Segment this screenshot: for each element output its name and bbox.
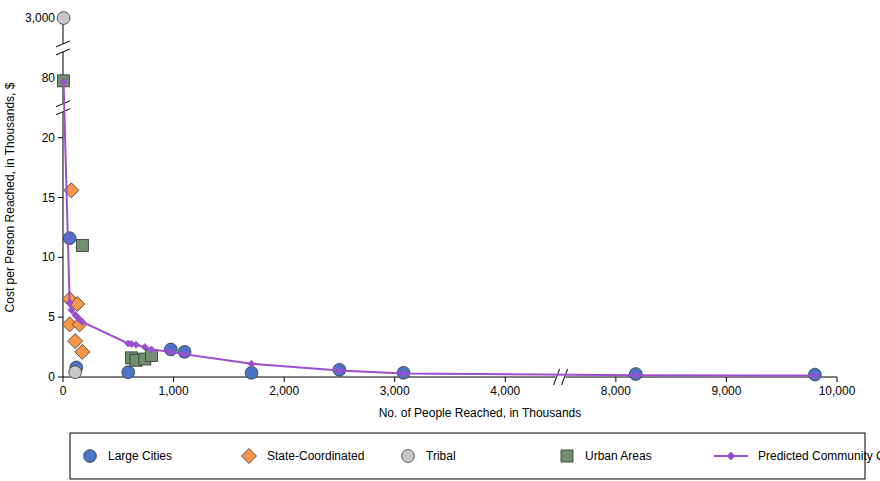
series-4 bbox=[60, 78, 818, 379]
point bbox=[58, 75, 70, 87]
axis-break-gap bbox=[57, 104, 69, 112]
x-tick bbox=[63, 377, 64, 382]
y-tick bbox=[58, 377, 63, 378]
axis-break bbox=[554, 369, 568, 385]
y-tick-label: 15 bbox=[42, 191, 56, 205]
point bbox=[63, 232, 76, 245]
point bbox=[245, 366, 258, 379]
x-tick-label: 3,000 bbox=[380, 384, 410, 398]
line-marker bbox=[400, 370, 407, 377]
x-tick bbox=[394, 377, 395, 382]
legend-label: Large Cities bbox=[108, 449, 172, 463]
y-tick bbox=[58, 257, 63, 258]
x-tick bbox=[505, 377, 506, 382]
legend-label: State-Coordinated bbox=[267, 449, 364, 463]
line-marker bbox=[336, 367, 343, 374]
y-tick bbox=[58, 137, 63, 138]
y-tick-label: 10 bbox=[42, 250, 56, 264]
line-marker bbox=[632, 372, 639, 379]
point bbox=[164, 343, 177, 356]
legend-label: Predicted Community Cost bbox=[758, 449, 880, 463]
x-tick-label: 2,000 bbox=[269, 384, 299, 398]
line-marker bbox=[181, 351, 188, 358]
point bbox=[72, 317, 87, 332]
series-3 bbox=[58, 75, 158, 366]
y-tick-label: 3,000 bbox=[25, 11, 55, 25]
line-marker bbox=[248, 360, 255, 367]
x-tick-label: 1,000 bbox=[159, 384, 189, 398]
plot-area bbox=[57, 12, 821, 381]
line-marker bbox=[79, 318, 86, 325]
legend-swatch bbox=[84, 450, 97, 463]
line-marker bbox=[141, 344, 148, 351]
legend-box bbox=[70, 433, 865, 479]
line-marker bbox=[811, 372, 818, 379]
x-tick bbox=[837, 377, 838, 382]
x-tick bbox=[173, 377, 174, 382]
point bbox=[76, 239, 88, 251]
y-tick-label: 5 bbox=[48, 310, 55, 324]
x-axis-title: No. of People Reached, in Thousands bbox=[379, 406, 582, 420]
line-marker bbox=[167, 348, 174, 355]
y-tick-label: 20 bbox=[42, 131, 56, 145]
x-tick-label: 4,000 bbox=[490, 384, 520, 398]
x-tick-label: 8,000 bbox=[601, 384, 631, 398]
legend-label: Tribal bbox=[426, 449, 456, 463]
legend-swatch bbox=[727, 452, 735, 460]
series-2 bbox=[57, 12, 81, 379]
x-tick bbox=[284, 377, 285, 382]
y-axis-title: Cost per Person Reached, in Thousands, $ bbox=[3, 82, 17, 312]
point bbox=[178, 345, 191, 358]
axis-break-gap bbox=[57, 44, 69, 52]
x-tick-label: 10,000 bbox=[819, 384, 856, 398]
point bbox=[69, 366, 82, 379]
x-tick-label: 0 bbox=[60, 384, 67, 398]
series-0 bbox=[63, 232, 821, 381]
y-tick-label: 0 bbox=[48, 370, 55, 384]
line-marker bbox=[60, 78, 67, 85]
legend-label: Urban Areas bbox=[585, 449, 652, 463]
legend-swatch bbox=[561, 450, 573, 462]
axis-break bbox=[56, 41, 70, 55]
y-tick-label: 80 bbox=[42, 71, 56, 85]
legend-swatch bbox=[402, 450, 415, 463]
x-tick bbox=[615, 377, 616, 382]
axis-break bbox=[56, 101, 70, 115]
line-marker bbox=[66, 299, 73, 306]
x-tick-label: 9,000 bbox=[711, 384, 741, 398]
predicted-line bbox=[64, 82, 815, 376]
line-marker bbox=[132, 341, 139, 348]
y-tick bbox=[58, 317, 63, 318]
background bbox=[0, 0, 880, 481]
y-tick bbox=[58, 197, 63, 198]
chart: 0 1,000 2,000 3,000 4,000 8,000 9,000 10,000 0 5 1… bbox=[0, 0, 880, 481]
point bbox=[122, 366, 135, 379]
x-axis bbox=[63, 377, 837, 378]
legend: Large Cities State-Coordinated Tribal Urban… bbox=[70, 433, 880, 479]
point bbox=[75, 344, 90, 359]
x-tick bbox=[726, 377, 727, 382]
point bbox=[57, 12, 70, 25]
line-marker bbox=[148, 346, 155, 353]
point bbox=[629, 368, 642, 381]
legend-swatch bbox=[242, 449, 257, 464]
